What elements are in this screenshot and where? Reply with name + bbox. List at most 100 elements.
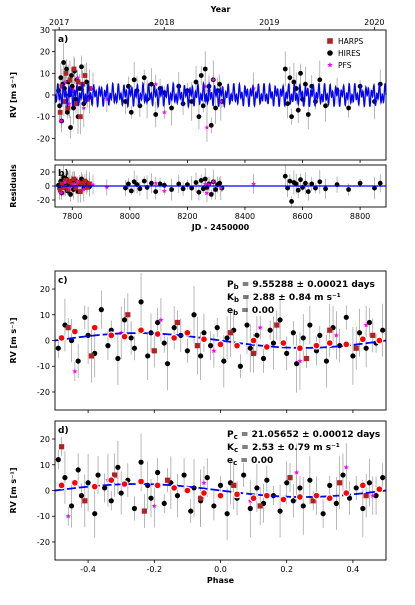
point-hires xyxy=(217,180,223,186)
y-axis-label: Residuals xyxy=(9,164,18,208)
point-hires xyxy=(289,199,294,204)
point-hires xyxy=(208,122,214,128)
point-hires xyxy=(327,50,333,56)
point-harps xyxy=(231,482,237,488)
point-hires xyxy=(284,350,290,356)
point-hires xyxy=(295,107,301,113)
point-pfs xyxy=(74,179,80,184)
point-harps xyxy=(198,495,204,501)
point-hires xyxy=(241,472,247,478)
panel-c: -20 -10 0 10 20 c) RV [m s⁻¹] Pb = 9.55288 ± 0.… xyxy=(9,270,387,413)
point-hires xyxy=(300,335,306,341)
point-pfs xyxy=(247,497,254,504)
point-harps xyxy=(174,319,181,326)
point-hires xyxy=(303,81,308,87)
point-hires xyxy=(75,467,81,473)
point-hires xyxy=(138,299,144,305)
point-pfs xyxy=(293,469,300,475)
point-hires xyxy=(307,322,313,328)
point-harps xyxy=(65,105,71,111)
point-harps xyxy=(141,508,147,514)
point-hires xyxy=(217,81,223,87)
point-hires xyxy=(202,66,208,72)
point-harps xyxy=(111,472,118,478)
point-harps xyxy=(353,345,359,351)
top-axis-label: Year xyxy=(210,5,231,14)
point-hires xyxy=(204,475,210,481)
point-hires xyxy=(282,173,288,179)
binned-point xyxy=(312,341,321,350)
y-tick-label: 0 xyxy=(45,91,50,100)
x-tick-label: 7800 xyxy=(62,212,82,221)
binned-point xyxy=(137,477,146,486)
x-tick-label: 0.0 xyxy=(214,565,227,574)
point-hires xyxy=(155,319,161,326)
point-hires xyxy=(346,105,351,111)
point-hires xyxy=(57,103,63,109)
x-tick-label: 8800 xyxy=(350,212,370,221)
point-hires xyxy=(153,112,159,117)
point-hires xyxy=(353,485,359,491)
point-hires xyxy=(128,188,134,194)
x-tick-label: -0.2 xyxy=(146,565,162,574)
top-tick-label: 2020 xyxy=(364,18,384,27)
point-harps xyxy=(65,325,71,331)
point-pfs xyxy=(151,503,158,509)
point-harps xyxy=(61,185,67,190)
point-pfs xyxy=(153,81,159,87)
point-hires xyxy=(307,477,313,483)
point-hires xyxy=(68,503,75,509)
point-hires xyxy=(125,181,131,187)
point-pfs xyxy=(327,61,333,68)
point-hires xyxy=(169,105,174,111)
point-pfs xyxy=(161,109,167,115)
point-hires xyxy=(115,355,121,362)
x-tick-label: 0.4 xyxy=(347,565,360,574)
point-pfs xyxy=(370,492,376,498)
point-hires xyxy=(305,112,311,117)
point-pfs xyxy=(343,464,349,470)
point-harps xyxy=(327,327,333,333)
point-hires xyxy=(200,186,206,192)
point-pfs xyxy=(210,179,216,184)
y-tick-label: 0 xyxy=(45,182,50,191)
point-hires xyxy=(363,345,369,351)
point-pfs xyxy=(58,118,64,124)
point-hires xyxy=(303,180,308,186)
binned-point xyxy=(358,481,367,490)
point-hires xyxy=(137,186,143,192)
point-hires xyxy=(189,185,195,191)
point-pfs xyxy=(218,98,224,104)
point-pfs xyxy=(104,96,110,102)
point-harps xyxy=(303,355,310,362)
panel-b: -20 0 20 7800 8000 8200 8400 8600 8800 b) JD - 245… xyxy=(9,164,387,232)
point-hires xyxy=(300,503,306,509)
top-tick-label: 2018 xyxy=(154,18,174,27)
point-hires xyxy=(149,81,154,87)
binned-point xyxy=(199,489,208,498)
y-tick-label: -20 xyxy=(37,196,50,205)
point-pfs xyxy=(297,358,303,364)
point-pfs xyxy=(333,332,340,338)
x-tick-label: 8400 xyxy=(235,212,255,221)
binned-point xyxy=(70,327,79,336)
point-hires xyxy=(131,505,138,512)
point-pfs xyxy=(363,322,369,328)
point-hires xyxy=(295,187,301,193)
top-tick-label: 2017 xyxy=(49,18,69,27)
point-hires xyxy=(202,176,208,182)
point-harps xyxy=(274,322,280,328)
y-tick-label: 10 xyxy=(40,69,50,78)
point-hires xyxy=(161,500,167,506)
point-hires xyxy=(98,307,104,313)
point-pfs xyxy=(62,179,68,185)
point-hires xyxy=(64,66,69,72)
point-hires xyxy=(224,511,230,517)
point-hires xyxy=(200,103,206,109)
binned-point xyxy=(137,326,146,335)
panel-label: c) xyxy=(58,276,67,286)
point-harps xyxy=(73,185,79,191)
point-harps xyxy=(287,475,293,481)
point-harps xyxy=(82,73,88,78)
point-pfs xyxy=(201,479,207,486)
